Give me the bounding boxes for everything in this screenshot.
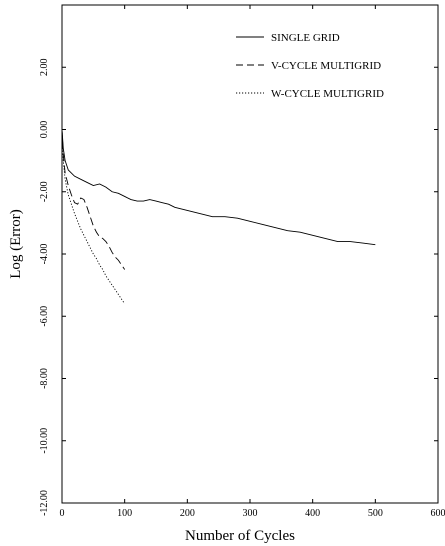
x-tick-label: 500 bbox=[368, 508, 383, 519]
legend-label: V-CYCLE MULTIGRID bbox=[271, 60, 381, 72]
x-tick-label: 400 bbox=[305, 508, 320, 519]
legend-label: W-CYCLE MULTIGRID bbox=[271, 88, 384, 100]
y-tick-label: -10.00 bbox=[39, 428, 50, 454]
x-tick-label: 200 bbox=[180, 508, 195, 519]
x-tick-label: 0 bbox=[60, 508, 65, 519]
y-tick-label: -8.00 bbox=[39, 368, 50, 389]
y-tick-label: -4.00 bbox=[39, 244, 50, 265]
series-line-single-grid bbox=[61, 129, 376, 246]
plot-frame bbox=[61, 4, 439, 504]
y-axis-label: Log (Error) bbox=[8, 209, 24, 279]
y-tick-label: 0.00 bbox=[39, 121, 50, 139]
y-tick-label: -6.00 bbox=[39, 306, 50, 327]
series-line-v-cycle-multigrid bbox=[61, 129, 126, 270]
x-tick-label: 100 bbox=[117, 508, 132, 519]
y-tick-label: -2.00 bbox=[39, 181, 50, 202]
series-lines bbox=[61, 129, 376, 305]
y-tick-label: 2.00 bbox=[39, 59, 50, 77]
x-axis-label: Number of Cycles bbox=[185, 528, 295, 544]
legend: SINGLE GRID V-CYCLE MULTIGRID W-CYCLE MULT… bbox=[236, 32, 384, 100]
x-tick-label: 600 bbox=[431, 508, 445, 519]
series-line-w-cycle-multigrid bbox=[61, 129, 126, 305]
legend-label: SINGLE GRID bbox=[271, 32, 340, 44]
axes: 0 100 200 300 400 500 600 2.00 0.00 -2.00 -4.00 -6.… bbox=[39, 4, 445, 519]
x-tick-label: 300 bbox=[243, 508, 258, 519]
y-tick-label: -12.00 bbox=[39, 490, 50, 516]
